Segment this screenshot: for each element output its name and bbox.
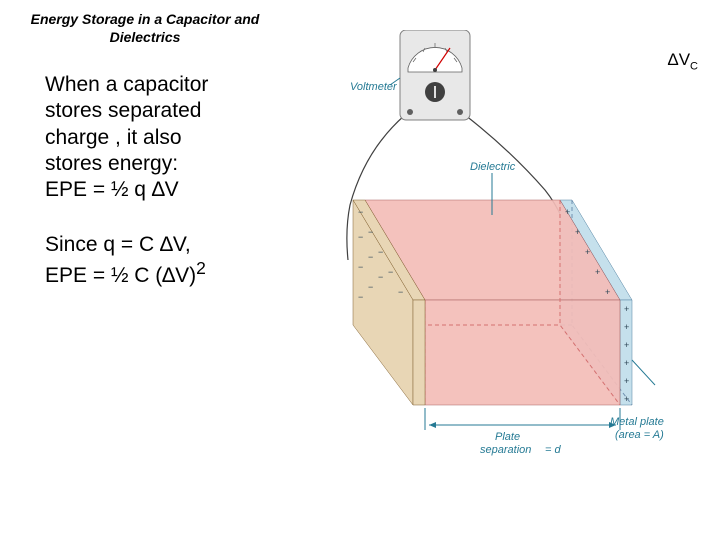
plate-sep-label-3: = d [545, 444, 561, 456]
svg-text:+: + [624, 394, 629, 404]
p1-line3: charge , it also [45, 126, 182, 149]
p1-line5: EPE = ½ q ∆V [45, 178, 179, 201]
svg-text:−: − [358, 292, 363, 302]
svg-text:−: − [388, 267, 393, 277]
svg-text:+: + [624, 322, 629, 332]
svg-text:+: + [624, 340, 629, 350]
svg-text:−: − [398, 287, 403, 297]
dielectric-label: Dielectric [470, 161, 516, 173]
svg-text:+: + [585, 247, 590, 257]
plate-sep-label-2: separation [480, 444, 531, 456]
voltmeter-label: Voltmeter [350, 81, 398, 93]
slide-title: Energy Storage in a Capacitor and Dielec… [20, 10, 270, 46]
svg-text:+: + [575, 227, 580, 237]
p1-line2: stores separated [45, 99, 201, 122]
svg-text:−: − [358, 262, 363, 272]
p2-line2: EPE = ½ C (∆V) [45, 264, 196, 287]
svg-text:+: + [565, 207, 570, 217]
plate-sep-label-1: Plate [495, 431, 520, 443]
svg-text:+: + [624, 304, 629, 314]
svg-text:−: − [358, 232, 363, 242]
svg-text:−: − [378, 272, 383, 282]
delta-vc-sub: C [690, 60, 698, 72]
paragraph-2: Since q = C ∆V, EPE = ½ C (∆V)2 [45, 232, 275, 290]
svg-text:+: + [595, 267, 600, 277]
p2-line1: Since q = C ∆V, [45, 233, 191, 256]
p1-line1: When a capacitor [45, 73, 208, 96]
capacitor-diagram: − − − − − − − − − − − + + + + + + + + + … [310, 30, 680, 460]
metal-plate-label: Metal plate [610, 416, 664, 428]
svg-text:−: − [368, 252, 373, 262]
svg-text:−: − [368, 282, 373, 292]
area-label: (area = A) [615, 429, 664, 441]
svg-text:+: + [624, 376, 629, 386]
svg-text:−: − [368, 227, 373, 237]
svg-text:−: − [378, 247, 383, 257]
svg-text:+: + [624, 358, 629, 368]
paragraph-1: When a capacitor stores separated charge… [45, 72, 275, 203]
svg-text:−: − [358, 207, 363, 217]
p2-sup: 2 [196, 258, 206, 278]
p1-line4: stores energy: [45, 152, 178, 175]
svg-text:+: + [605, 287, 610, 297]
